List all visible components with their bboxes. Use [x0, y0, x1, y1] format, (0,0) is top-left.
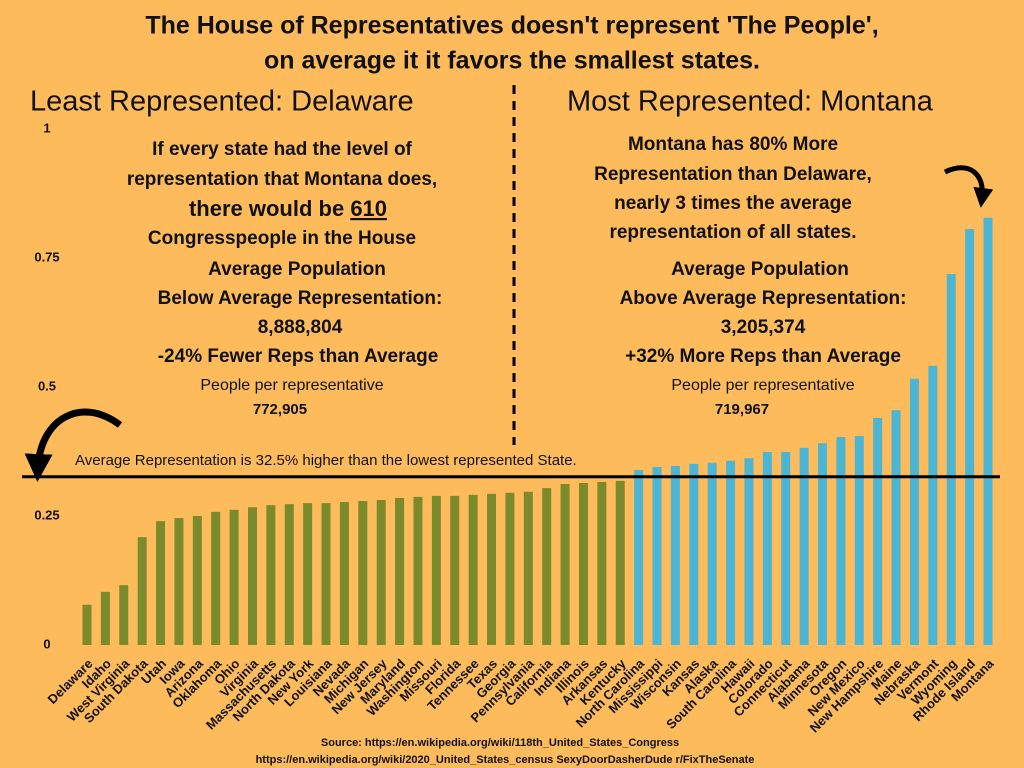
bar	[321, 503, 331, 645]
bar	[376, 500, 386, 645]
bar	[909, 378, 919, 645]
bar	[707, 462, 717, 645]
bar	[965, 229, 975, 645]
bar	[247, 507, 257, 645]
bar	[615, 480, 625, 645]
bar	[468, 494, 478, 645]
note: Representation than Delaware,	[594, 164, 872, 185]
y-tick-label: 1	[43, 120, 50, 135]
bar	[818, 443, 828, 645]
bar	[284, 504, 294, 645]
bar	[891, 410, 901, 645]
note: If every state had the level of	[152, 139, 412, 160]
bar	[744, 458, 754, 645]
bar	[726, 460, 736, 645]
bar	[670, 465, 680, 645]
y-tick-label: 0	[43, 636, 50, 651]
stat: Average Population	[671, 259, 849, 280]
y-tick-label: 0.25	[34, 507, 59, 522]
bar	[873, 417, 883, 645]
stat: Below Average Representation:	[158, 288, 443, 309]
bar	[634, 470, 644, 645]
bar	[413, 496, 423, 645]
bar	[82, 604, 92, 645]
bar	[211, 511, 221, 645]
highlight-number: 610	[350, 196, 387, 221]
bar	[487, 493, 497, 645]
source: Source: https://en.wikipedia.org/wiki/11…	[321, 737, 679, 749]
right-heading: Most Represented: Montana	[567, 86, 934, 118]
bar	[358, 501, 368, 645]
title-line: The House of Representatives doesn't rep…	[145, 12, 878, 40]
note: representation that Montana does,	[127, 169, 437, 190]
bar	[119, 585, 129, 645]
bar	[395, 497, 405, 645]
bar	[560, 484, 570, 645]
left-heading: Least Represented: Delaware	[30, 86, 414, 118]
note: representation of all states.	[609, 222, 856, 243]
stat: Above Average Representation:	[620, 288, 907, 309]
bar	[762, 452, 772, 645]
note: Montana has 80% More	[628, 134, 838, 155]
people-value: 719,967	[715, 401, 769, 418]
bar	[836, 437, 846, 645]
source: https://en.wikipedia.org/wiki/2020_Unite…	[256, 754, 755, 766]
stat: 3,205,374	[721, 317, 806, 338]
arrow	[943, 165, 994, 208]
people-label: People per representative	[671, 377, 854, 394]
bar	[542, 488, 552, 645]
bar	[505, 492, 515, 645]
y-tick-label: 0.5	[38, 378, 56, 393]
bar	[983, 217, 993, 645]
title-line: on average it it favors the smallest sta…	[264, 47, 760, 75]
reference-label: Average Representation is 32.5% higher t…	[75, 452, 577, 469]
bar	[928, 365, 938, 645]
bar	[137, 537, 147, 645]
bar	[339, 502, 349, 645]
note: Congresspeople in the House	[148, 228, 416, 249]
bar	[652, 466, 662, 645]
bar	[523, 491, 533, 645]
bar	[781, 452, 791, 645]
stat: Average Population	[208, 259, 386, 280]
bar	[431, 495, 441, 645]
bar	[689, 463, 699, 645]
bar	[266, 505, 276, 645]
note: nearly 3 times the average	[614, 193, 852, 214]
stat: 8,888,804	[258, 317, 343, 338]
note-text: there would be	[189, 196, 350, 221]
bar	[597, 481, 607, 645]
bar	[174, 518, 184, 645]
people-label: People per representative	[200, 377, 383, 394]
bar	[192, 516, 202, 645]
bar	[229, 509, 239, 645]
bar	[799, 447, 809, 645]
bar	[450, 495, 460, 645]
bar	[946, 273, 956, 645]
bar	[156, 521, 166, 645]
people-value: 772,905	[253, 401, 307, 418]
note: there would be 610	[189, 196, 387, 221]
bar	[578, 482, 588, 645]
bar	[854, 436, 864, 645]
bar	[303, 503, 313, 645]
y-tick-label: 0.75	[34, 249, 59, 264]
stat: +32% More Reps than Average	[625, 346, 901, 367]
arrow	[24, 408, 123, 482]
bar	[100, 591, 110, 645]
stat: -24% Fewer Reps than Average	[158, 346, 439, 367]
